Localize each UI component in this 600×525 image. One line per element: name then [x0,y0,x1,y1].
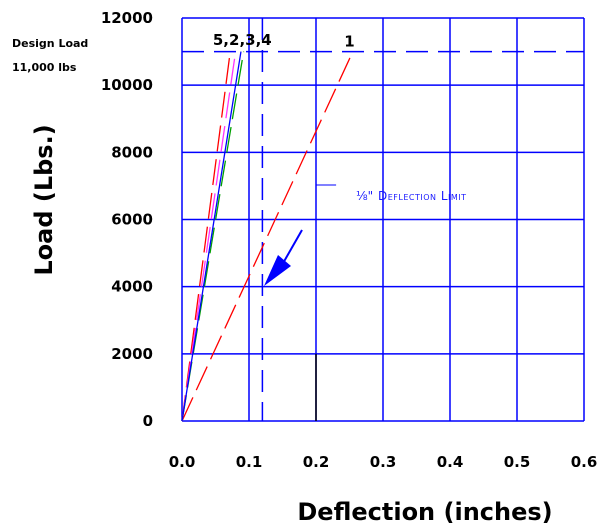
design-load-label-line1: Design Load [12,37,88,50]
tick-labels: 0.0 0.1 0.2 0.3 0.4 0.5 0.6 0 2000 4000 6000 8000 10… [101,9,597,471]
deflection-limit-label: Deflection Limit [378,189,467,203]
x-axis-title: Deflection (inches) [297,498,552,525]
design-load-label-line2: 11,000 lbs [12,61,77,74]
y-tick-label: 8000 [111,143,153,161]
series-3-line [181,51,237,422]
x-tick-label: 0.5 [504,453,531,471]
deflection-limit-prefix: ⅛" [356,189,373,203]
series-group-label: 1 [344,33,354,51]
x-tick-label: 0.3 [370,453,397,471]
series-group-labels: 5,2,3,4 1 [213,31,355,51]
overlay [182,18,584,421]
series-group-label: 5,2,3,4 [213,31,272,49]
deflection-limit-arrow-shaft [281,229,303,266]
series-layer [181,51,354,422]
deflection-limit-arrow-head [264,255,291,286]
y-tick-label: 6000 [111,211,153,229]
y-tick-label: 4000 [111,278,153,296]
x-tick-label: 0.1 [236,453,263,471]
y-axis-title: Load (Lbs.) [30,124,58,275]
x-tick-label: 0.6 [571,453,598,471]
series-1-line [181,51,354,422]
y-tick-label: 10000 [101,76,153,94]
series-5-line [181,51,242,422]
y-tick-label: 0 [143,412,153,430]
x-tick-label: 0.2 [303,453,330,471]
x-tick-label: 0.0 [169,453,196,471]
deflection-limit-leader [315,184,337,210]
y-tick-label: 12000 [101,9,153,27]
series-4-line [181,51,245,422]
x-tick-label: 0.4 [437,453,464,471]
grid [181,17,585,422]
series-2-line [181,51,231,422]
y-tick-label: 2000 [111,345,153,363]
